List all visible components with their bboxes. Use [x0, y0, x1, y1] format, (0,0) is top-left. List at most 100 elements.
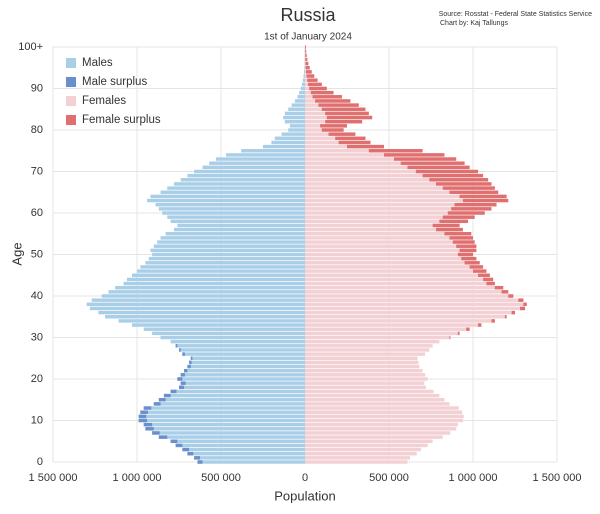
x-axis-label: Population [274, 488, 335, 503]
female-bar [305, 402, 450, 406]
female-bar [305, 323, 482, 327]
female-bar [305, 281, 495, 286]
female-bar [305, 427, 457, 431]
female-surplus [466, 327, 470, 331]
male-bar [281, 132, 305, 136]
female-bar [305, 368, 423, 373]
female-bar [305, 252, 473, 257]
male-surplus [175, 344, 178, 348]
male-bar [170, 389, 305, 394]
male-bar [157, 240, 305, 244]
female-bar [305, 360, 419, 365]
female-surplus [501, 290, 509, 294]
male-surplus [187, 364, 191, 369]
credit: Chart by: Kaj Tallungs [440, 20, 508, 27]
female-bar [305, 202, 497, 207]
female-surplus [491, 319, 495, 323]
female-surplus [478, 273, 490, 277]
female-surplus [305, 57, 308, 62]
male-bar [131, 273, 305, 277]
female-surplus [436, 227, 463, 232]
female-bar [305, 294, 514, 298]
male-surplus [180, 373, 185, 377]
male-surplus [177, 377, 183, 381]
male-bar [140, 265, 305, 269]
female-bar [305, 157, 457, 161]
female-bar [305, 169, 479, 174]
male-bar [189, 360, 305, 365]
female-bar [305, 460, 408, 464]
y-axis-label: Age [9, 242, 24, 265]
female-surplus [457, 252, 473, 257]
male-bar [182, 352, 305, 356]
male-bar [284, 111, 305, 116]
female-surplus [449, 236, 473, 240]
female-bar [305, 211, 485, 215]
male-surplus [143, 422, 153, 427]
y-tick-label: 90 [31, 82, 43, 94]
female-bar [305, 344, 433, 348]
male-surplus [138, 414, 147, 419]
female-bar [305, 273, 490, 277]
male-bar [271, 140, 305, 145]
male-bar [165, 232, 305, 236]
female-surplus [321, 128, 344, 132]
male-bar [86, 302, 305, 307]
male-surplus [140, 410, 148, 414]
legend-swatch [66, 96, 76, 106]
male-surplus [179, 385, 185, 390]
female-bar [305, 335, 451, 340]
female-bar [305, 144, 384, 149]
male-bar [180, 178, 305, 182]
male-bar [263, 144, 305, 149]
male-bar [118, 319, 306, 323]
female-bar [305, 310, 515, 315]
female-surplus [462, 198, 509, 203]
female-surplus [494, 285, 504, 290]
male-bar [150, 248, 305, 253]
legend-label: Female surplus [82, 114, 161, 126]
male-bar [209, 161, 305, 165]
female-bar [305, 385, 426, 390]
female-bar [305, 182, 492, 186]
female-bar [305, 244, 477, 248]
female-surplus [368, 149, 423, 153]
female-bar [305, 232, 472, 236]
x-tick-label: 500 000 [369, 472, 409, 484]
female-bar [305, 422, 458, 427]
male-bar [152, 331, 305, 336]
chart-subtitle: 1st of January 2024 [264, 32, 352, 43]
y-tick-label: 50 [31, 248, 43, 260]
male-bar [202, 165, 305, 170]
female-bar [305, 219, 468, 224]
male-bar [215, 157, 305, 161]
male-bar [300, 86, 305, 91]
male-bar [115, 285, 305, 290]
male-bar [91, 298, 305, 302]
male-bar [89, 306, 306, 311]
male-bar [170, 439, 305, 443]
male-bar [173, 227, 305, 232]
male-surplus [163, 393, 171, 398]
female-surplus [306, 70, 312, 74]
female-bar [305, 285, 504, 290]
male-bar [138, 414, 305, 419]
female-bar [305, 165, 470, 170]
female-surplus [308, 82, 322, 87]
female-surplus [459, 194, 507, 199]
male-bar [158, 435, 305, 439]
female-bar [305, 153, 445, 157]
y-tick-label: 70 [31, 165, 43, 177]
female-surplus [459, 248, 477, 253]
y-tick-label: 40 [31, 290, 43, 302]
female-bar [305, 198, 509, 203]
male-bar [175, 344, 305, 348]
female-bar [305, 290, 509, 294]
male-surplus [187, 451, 194, 456]
male-bar [170, 339, 305, 344]
x-tick-label: 1 000 000 [449, 472, 498, 484]
male-bar [187, 364, 305, 369]
male-bar [153, 244, 305, 248]
female-bar [305, 435, 443, 439]
